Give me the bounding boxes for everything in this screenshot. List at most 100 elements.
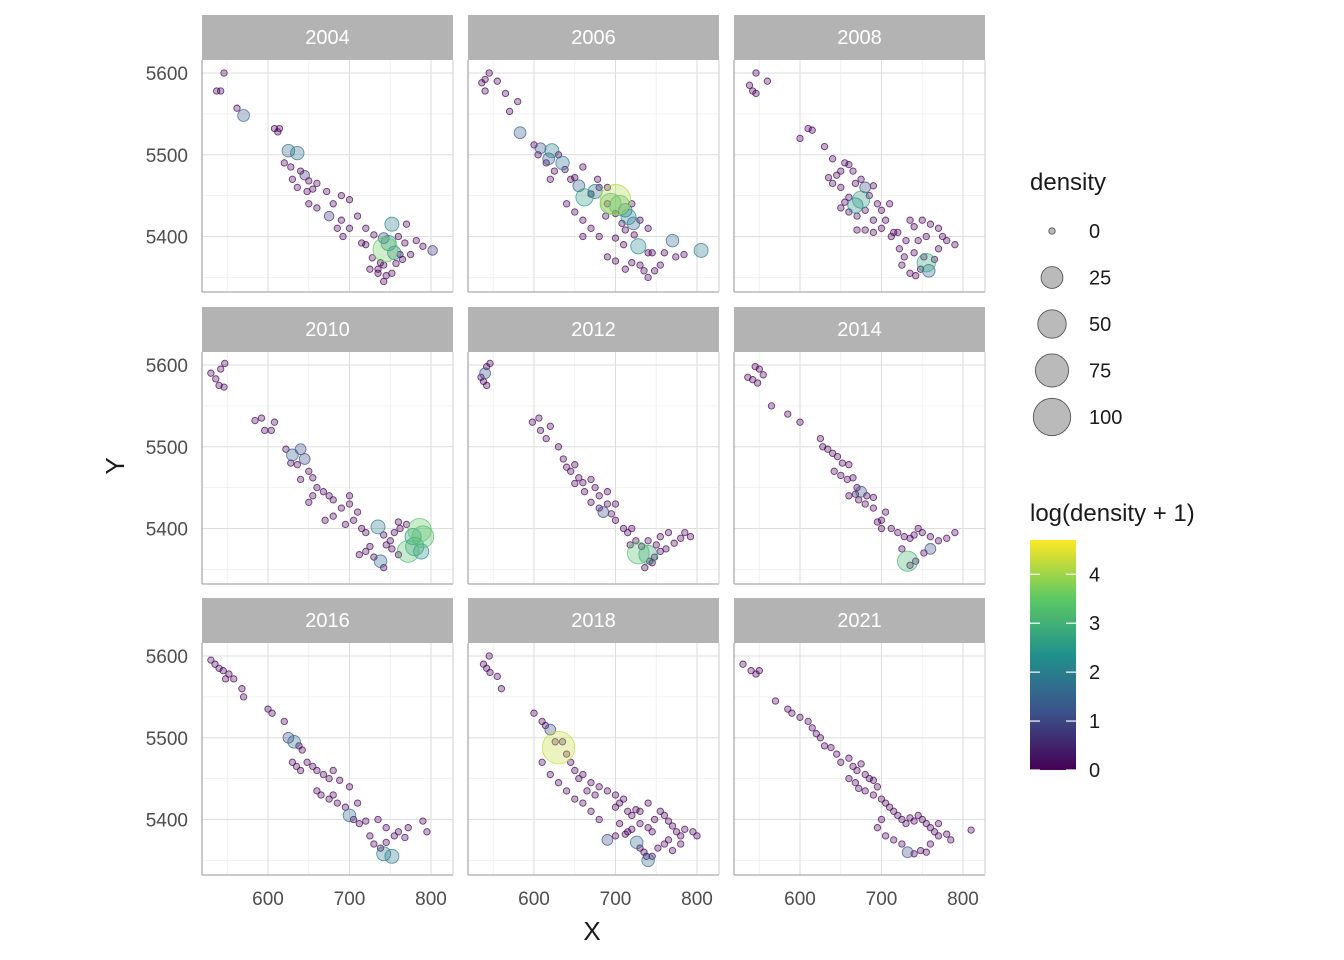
data-point (951, 528, 959, 537)
data-point (319, 488, 328, 496)
data-point (828, 449, 837, 457)
data-point (542, 434, 550, 443)
data-point (914, 236, 922, 245)
data-point (641, 853, 655, 868)
data-point (824, 173, 833, 182)
data-point (784, 410, 792, 418)
data-point (481, 87, 489, 95)
data-point (374, 815, 382, 824)
data-point (636, 261, 644, 269)
data-point (571, 461, 579, 469)
data-point (873, 783, 882, 791)
data-point (419, 817, 427, 825)
y-tick-label: 5400 (146, 811, 188, 832)
size-legend-label: 50 (1089, 314, 1111, 336)
data-point (530, 709, 538, 717)
data-point (900, 253, 908, 261)
data-point (493, 672, 501, 681)
data-point (681, 528, 689, 537)
data-point (394, 551, 403, 559)
facet-strip (202, 15, 453, 60)
data-point (922, 848, 930, 856)
data-point (668, 822, 677, 830)
data-point (611, 257, 620, 265)
data-point (293, 461, 301, 469)
data-point (751, 362, 759, 371)
data-point (562, 750, 571, 758)
data-point (816, 434, 825, 443)
data-point (636, 807, 644, 815)
data-point (869, 776, 878, 784)
data-point (219, 667, 227, 675)
data-point (587, 475, 595, 484)
size-legend-key: 0 (1048, 221, 1100, 243)
data-point (851, 779, 860, 787)
data-point (664, 836, 673, 844)
data-point (808, 126, 816, 134)
data-point (382, 824, 390, 832)
data-point (873, 518, 882, 526)
data-point (640, 267, 648, 275)
data-point (337, 191, 346, 200)
data-point (286, 448, 299, 462)
data-point (845, 461, 853, 469)
data-point (372, 236, 399, 263)
data-point (910, 817, 918, 825)
facet-strip (202, 307, 453, 352)
data-point (894, 528, 902, 537)
data-point (677, 534, 685, 542)
x-tick-label: 700 (866, 889, 898, 910)
data-point (419, 242, 427, 250)
data-point (681, 825, 689, 833)
x-tick-label: 600 (252, 889, 284, 910)
data-point (824, 445, 832, 453)
data-point (881, 216, 890, 224)
data-point (641, 564, 649, 572)
data-point (362, 817, 370, 825)
data-point (368, 254, 376, 262)
data-point (514, 97, 522, 106)
data-point (906, 216, 914, 224)
facet-strip-label: 2008 (837, 27, 882, 49)
data-point (628, 811, 636, 820)
data-point (593, 175, 602, 183)
data-point (591, 791, 599, 799)
data-point (827, 743, 835, 752)
data-point (407, 517, 432, 543)
data-point (595, 232, 603, 241)
data-point (910, 223, 918, 231)
color-legend-label: 1 (1089, 711, 1100, 733)
color-legend-label: 0 (1089, 760, 1100, 782)
data-point (398, 255, 407, 264)
data-point (309, 474, 317, 482)
data-point (207, 369, 215, 377)
data-point (869, 228, 878, 237)
size-legend-label: 25 (1089, 268, 1111, 290)
data-point (833, 750, 841, 758)
size-legend-label: 75 (1089, 361, 1111, 383)
data-point (486, 668, 494, 677)
data-point (595, 183, 603, 192)
data-point (859, 181, 872, 194)
data-point (390, 528, 398, 537)
data-point (493, 77, 501, 85)
data-point (924, 543, 937, 555)
size-legend-key: 100 (1032, 397, 1122, 437)
data-point (298, 453, 311, 465)
data-point (644, 224, 652, 232)
facet-strip-label: 2004 (305, 27, 350, 49)
data-point (587, 224, 595, 232)
facet-panel-2021: 2021 (733, 598, 986, 876)
data-point (550, 167, 559, 175)
data-point (220, 69, 228, 77)
data-point (571, 208, 579, 216)
data-point (887, 232, 895, 241)
facet-strip (734, 598, 985, 643)
data-point (628, 524, 636, 533)
data-point (353, 212, 362, 220)
color-legend-label: 3 (1089, 613, 1100, 635)
data-point (611, 803, 620, 811)
facet-strip (468, 15, 719, 60)
data-point (571, 795, 579, 803)
data-point (906, 561, 914, 569)
